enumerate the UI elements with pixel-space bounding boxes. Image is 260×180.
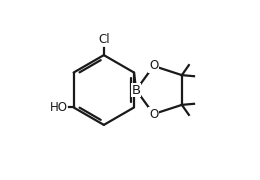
- Text: B: B: [132, 84, 141, 96]
- Text: HO: HO: [50, 101, 68, 114]
- Text: O: O: [149, 108, 158, 121]
- Text: O: O: [149, 59, 158, 72]
- Text: Cl: Cl: [98, 33, 110, 46]
